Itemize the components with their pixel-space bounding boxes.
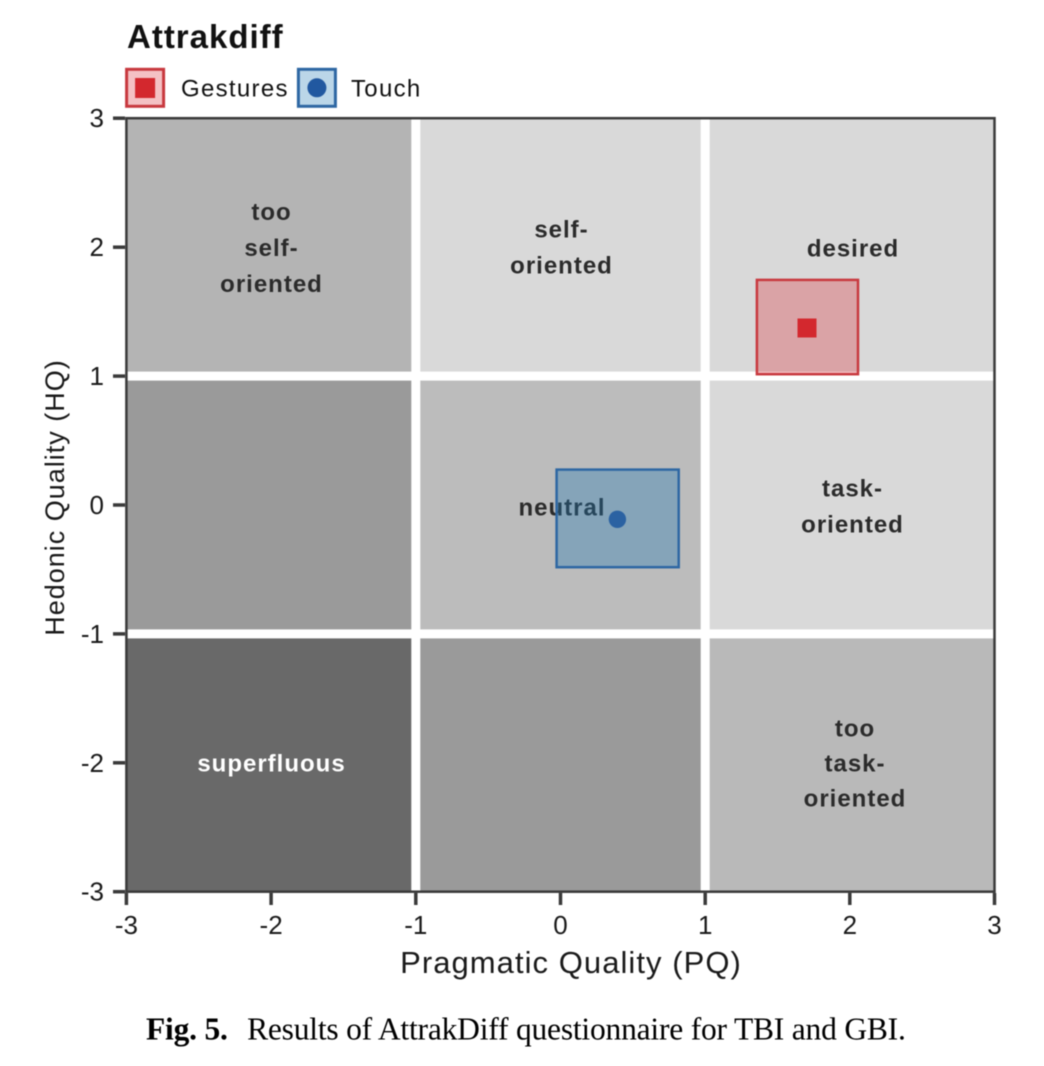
svg-text:0: 0 xyxy=(90,490,104,520)
svg-text:superfluous: superfluous xyxy=(197,750,345,777)
svg-text:neutral: neutral xyxy=(518,495,605,522)
svg-text:-2: -2 xyxy=(260,910,283,940)
svg-text:oriented: oriented xyxy=(804,786,907,813)
svg-text:Touch: Touch xyxy=(351,76,422,103)
svg-text:0: 0 xyxy=(553,910,567,940)
svg-text:2: 2 xyxy=(843,910,857,940)
svg-text:too: too xyxy=(251,199,291,226)
svg-text:-1: -1 xyxy=(81,619,104,649)
svg-text:oriented: oriented xyxy=(801,512,904,539)
svg-text:3: 3 xyxy=(90,103,104,133)
svg-text:2: 2 xyxy=(90,232,104,262)
svg-text:task-: task- xyxy=(824,750,885,777)
svg-text:oriented: oriented xyxy=(510,253,613,280)
svg-text:self-: self- xyxy=(534,217,588,244)
svg-text:task-: task- xyxy=(822,476,883,503)
svg-text:-3: -3 xyxy=(81,877,104,907)
svg-text:Attrakdiff: Attrakdiff xyxy=(127,18,284,55)
svg-text:1: 1 xyxy=(698,910,712,940)
svg-text:Fig. 5. Results of AttrakDiff: Fig. 5. Results of AttrakDiff questionna… xyxy=(146,1012,906,1047)
svg-text:desired: desired xyxy=(807,236,899,263)
svg-text:3: 3 xyxy=(987,910,1001,940)
svg-text:too: too xyxy=(835,716,875,743)
svg-text:oriented: oriented xyxy=(220,271,323,298)
svg-text:Gestures: Gestures xyxy=(181,76,289,103)
svg-text:1: 1 xyxy=(90,361,104,391)
svg-text:-3: -3 xyxy=(115,910,138,940)
svg-text:-1: -1 xyxy=(404,910,427,940)
svg-text:self-: self- xyxy=(244,235,298,262)
svg-text:Pragmatic Quality (PQ): Pragmatic Quality (PQ) xyxy=(400,945,742,980)
svg-text:Hedonic Quality (HQ): Hedonic Quality (HQ) xyxy=(40,359,70,636)
svg-text:-2: -2 xyxy=(81,748,104,778)
